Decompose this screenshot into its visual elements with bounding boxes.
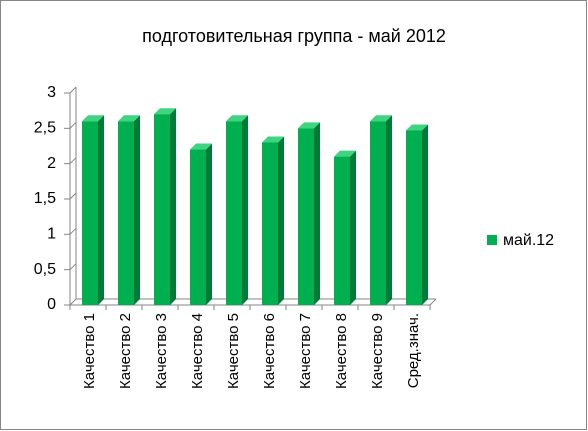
- bar-top: [262, 136, 284, 143]
- bar: [154, 114, 170, 305]
- chart-title: подготовительная группа - май 2012: [142, 26, 446, 46]
- bar-side: [350, 150, 356, 305]
- y-tick-depth: [69, 263, 77, 271]
- bar: [406, 130, 422, 305]
- y-tick-label: 0: [47, 296, 56, 313]
- bar-side: [134, 115, 140, 306]
- x-tick-label: Качество 9: [369, 313, 386, 389]
- y-tick-depth: [69, 157, 77, 165]
- floor-edge: [429, 298, 437, 306]
- y-tick-label: 1,5: [34, 190, 56, 207]
- y-tick-depth: [69, 86, 77, 94]
- bar-side: [242, 115, 248, 306]
- y-tick-label: 2: [47, 155, 56, 172]
- x-tick-label: Качество 4: [189, 313, 206, 389]
- bar: [370, 121, 386, 306]
- bar-top: [226, 115, 248, 122]
- y-tick-depth: [69, 227, 77, 235]
- x-tick-label: Качество 3: [153, 313, 170, 389]
- bar: [118, 121, 134, 306]
- bar-top: [82, 115, 104, 122]
- x-tick-label: Качество 6: [261, 313, 278, 389]
- bar-top: [406, 124, 428, 131]
- bar-top: [154, 108, 176, 115]
- x-tick-label: Качество 7: [297, 313, 314, 389]
- bar: [334, 156, 350, 305]
- x-tick-label: Качество 8: [333, 313, 350, 389]
- legend-swatch: [487, 235, 497, 245]
- legend-label: май.12: [503, 232, 554, 249]
- bar-side: [206, 143, 212, 305]
- bar: [298, 128, 314, 305]
- bar-side: [170, 108, 176, 305]
- bar-side: [422, 124, 428, 305]
- bar-top: [370, 115, 392, 122]
- bar-top: [334, 150, 356, 157]
- bar: [82, 121, 98, 306]
- y-tick-label: 2,5: [34, 120, 56, 137]
- y-tick-label: 0,5: [34, 261, 56, 278]
- bar: [262, 142, 278, 305]
- bar-side: [98, 115, 104, 306]
- bar: [190, 149, 206, 305]
- bar-top: [298, 122, 320, 129]
- x-tick-label: Качество 5: [225, 313, 242, 389]
- bar: [226, 121, 242, 306]
- y-tick-depth: [69, 121, 77, 129]
- bar-side: [278, 136, 284, 305]
- y-tick-label: 1: [47, 226, 56, 243]
- bar-side: [386, 115, 392, 306]
- y-tick-depth: [69, 192, 77, 200]
- y-tick-depth: [69, 298, 77, 306]
- x-tick-label: Сред.знач.: [405, 313, 422, 388]
- bar-top: [118, 115, 140, 122]
- y-tick-label: 3: [47, 84, 56, 101]
- bar-top: [190, 143, 212, 150]
- bar-side: [314, 122, 320, 305]
- x-tick-label: Качество 1: [81, 313, 98, 389]
- x-tick-label: Качество 2: [117, 313, 134, 389]
